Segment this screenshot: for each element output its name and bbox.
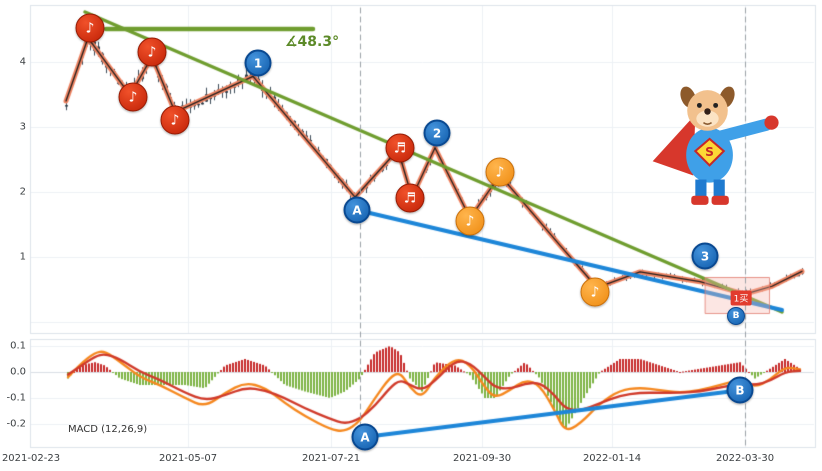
music-note-signal-marker[interactable]: ♬ [395, 183, 425, 213]
macd-indicator-label: MACD (12,26,9) [68, 424, 148, 435]
cape [652, 114, 696, 176]
x-axis-tick: 2022-03-30 [715, 453, 775, 464]
x-axis-tick: 2021-02-23 [1, 453, 61, 464]
point-marker-A[interactable]: A [343, 196, 371, 224]
mascot-superhero-dog-image: S [652, 86, 779, 205]
x-axis-tick: 2022-01-14 [582, 453, 642, 464]
music-note-signal-marker[interactable]: ♪ [137, 37, 167, 67]
glove [764, 115, 779, 130]
music-note-signal-marker[interactable]: ♪ [455, 206, 485, 236]
point-marker-B[interactable]: B [727, 307, 745, 325]
x-axis-tick: 2021-07-21 [301, 453, 361, 464]
price-axis-tick: 3 [19, 121, 26, 133]
music-note-signal-marker[interactable]: ♪ [118, 82, 148, 112]
x-axis-tick: 2021-09-30 [452, 453, 512, 464]
macd-axis-tick: -0.2 [6, 418, 26, 430]
point-marker-2[interactable]: 2 [423, 119, 451, 147]
macd-axis-tick: 0.0 [10, 366, 26, 378]
trendline-angle-label: ∡48.3° [285, 34, 340, 50]
music-note-signal-marker[interactable]: ♬ [385, 133, 415, 163]
price-axis-tick: 4 [19, 56, 26, 68]
shield-letter: S [705, 145, 714, 159]
music-note-signal-marker[interactable]: ♪ [75, 13, 105, 43]
price-axis-tick: 1 [19, 251, 26, 263]
music-note-signal-marker[interactable]: ♪ [485, 157, 515, 187]
point-marker-3[interactable]: 3 [691, 242, 719, 270]
price-axis-tick: 2 [19, 186, 26, 198]
macd-axis-tick: -0.1 [6, 392, 26, 404]
point-marker-1[interactable]: 1 [244, 49, 272, 77]
extended-arm [713, 118, 773, 143]
chest-shield [693, 137, 726, 167]
point-marker-A[interactable]: A [351, 423, 379, 451]
macd-axis-tick: 0.1 [10, 340, 26, 352]
x-axis-tick: 2021-05-07 [158, 453, 218, 464]
music-note-signal-marker[interactable]: ♪ [580, 277, 610, 307]
point-marker-B[interactable]: B [726, 376, 754, 404]
buy-signal-badge[interactable]: 1买 [730, 290, 752, 306]
music-note-signal-marker[interactable]: ♪ [160, 105, 190, 135]
